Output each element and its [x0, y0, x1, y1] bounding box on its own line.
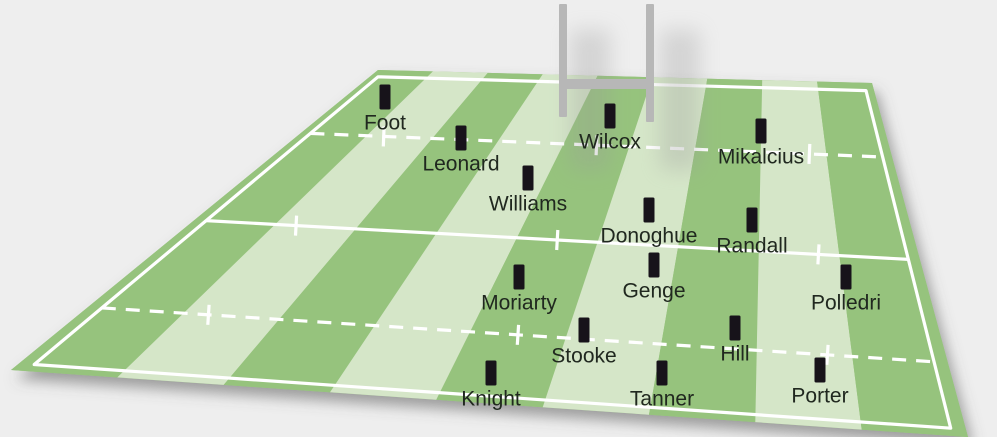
svg-text:Tanner: Tanner	[630, 388, 694, 411]
svg-text:Stooke: Stooke	[551, 345, 616, 368]
svg-text:Leonard: Leonard	[422, 153, 499, 176]
svg-text:Wilcox: Wilcox	[579, 131, 641, 154]
svg-text:Mikalcius: Mikalcius	[718, 146, 804, 169]
svg-text:Donoghue: Donoghue	[601, 225, 698, 248]
svg-text:Hill: Hill	[720, 343, 749, 366]
svg-text:Moriarty: Moriarty	[481, 292, 557, 315]
svg-text:Genge: Genge	[622, 280, 685, 303]
svg-text:Randall: Randall	[716, 235, 787, 258]
svg-text:Knight: Knight	[461, 388, 521, 411]
svg-text:Foot: Foot	[364, 112, 406, 135]
svg-text:Williams: Williams	[489, 193, 567, 216]
svg-text:Polledri: Polledri	[811, 292, 881, 315]
svg-text:Porter: Porter	[791, 385, 848, 408]
